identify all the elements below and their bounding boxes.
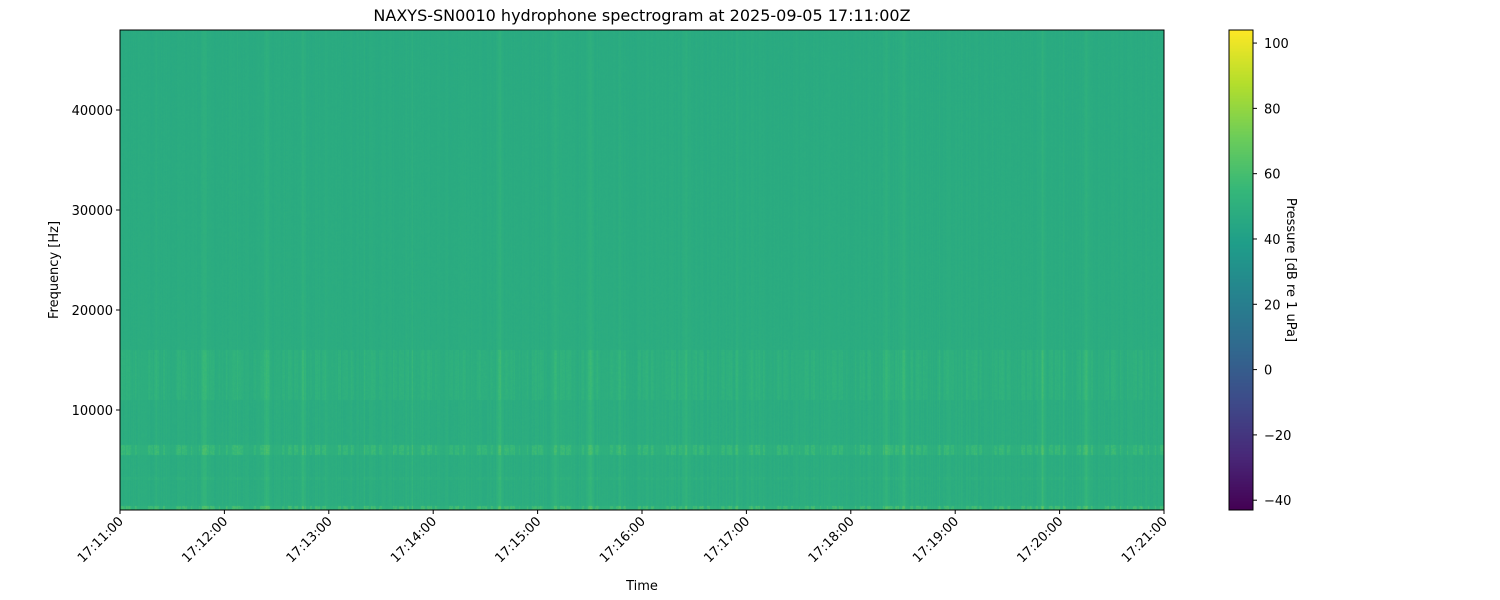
- y-tick-label: 10000: [72, 404, 113, 419]
- colorbar-tick-label: 40: [1264, 233, 1281, 248]
- x-tick-label: 17:19:00: [910, 514, 962, 566]
- x-tick-label: 17:15:00: [493, 514, 545, 566]
- colorbar-tick-label: 100: [1264, 37, 1289, 52]
- y-tick-label: 40000: [72, 104, 113, 119]
- y-tick-label: 30000: [72, 204, 113, 219]
- y-axis-label: Frequency [Hz]: [47, 221, 62, 319]
- x-tick-label: 17:21:00: [1119, 514, 1171, 566]
- x-tick-label: 17:16:00: [597, 514, 649, 566]
- colorbar-tick-label: 20: [1264, 298, 1281, 313]
- y-tick-label: 20000: [72, 304, 113, 319]
- x-tick-label: 17:14:00: [388, 514, 440, 566]
- colorbar-tick-label: −20: [1264, 429, 1291, 444]
- colorbar-tick-label: 60: [1264, 168, 1281, 183]
- colorbar-label: Pressure [dB re 1 uPa]: [1283, 198, 1298, 342]
- x-tick-label: 17:11:00: [75, 514, 127, 566]
- x-axis-label: Time: [625, 579, 658, 594]
- x-tick-label: 17:17:00: [701, 514, 753, 566]
- plot-frame: [119, 29, 1165, 511]
- x-tick-label: 17:20:00: [1015, 514, 1067, 566]
- colorbar-tick-label: 80: [1264, 102, 1281, 117]
- colorbar-tick-label: −40: [1264, 494, 1291, 509]
- x-tick-label: 17:12:00: [179, 514, 231, 566]
- spectrogram-heatmap: [120, 30, 1164, 510]
- colorbar-gradient: [1229, 30, 1253, 510]
- x-tick-label: 17:18:00: [806, 514, 858, 566]
- colorbar-frame: [1228, 29, 1254, 511]
- x-tick-label: 17:13:00: [284, 514, 336, 566]
- chart-title: NAXYS-SN0010 hydrophone spectrogram at 2…: [373, 6, 910, 25]
- colorbar-tick-label: 0: [1264, 364, 1272, 379]
